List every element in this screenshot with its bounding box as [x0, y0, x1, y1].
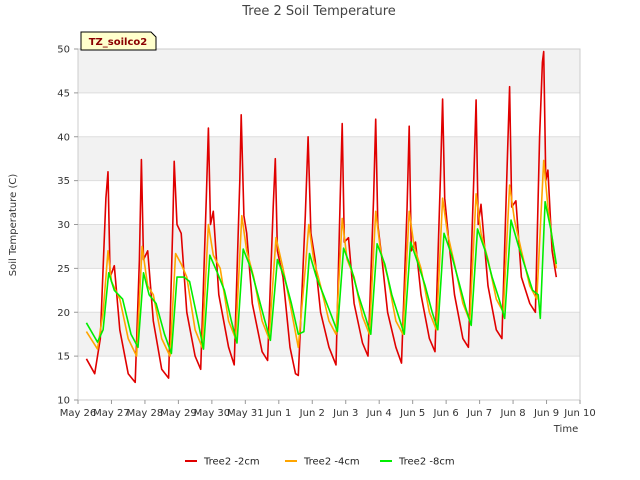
x-axis-label: Time	[553, 424, 578, 435]
x-tick-label: May 29	[160, 408, 197, 419]
legend-label: Tree2 -2cm	[203, 457, 260, 468]
y-tick-label: 35	[57, 176, 70, 187]
y-tick-label: 20	[57, 308, 70, 319]
y-tick-label: 10	[57, 396, 70, 407]
x-tick-label: Jun 6	[433, 408, 459, 419]
annotation-box: TZ_soilco2	[80, 31, 157, 51]
x-tick-label: Jun 2	[299, 408, 325, 419]
legend-label: Tree2 -8cm	[398, 457, 455, 468]
x-tick-label: Jun 9	[533, 408, 559, 419]
y-tick-label: 40	[57, 132, 70, 143]
legend: Tree2 -2cm Tree2 -4cm Tree2 -8cm	[185, 457, 455, 468]
x-tick-label: Jun 7	[466, 408, 492, 419]
x-tick-label: May 28	[127, 408, 164, 419]
plot-band	[78, 180, 580, 225]
x-tick-label: Jun 4	[366, 408, 392, 419]
plot-band	[78, 224, 580, 269]
x-tick-label: May 30	[194, 408, 231, 419]
y-tick-label: 45	[57, 88, 70, 99]
y-tick-label: 30	[57, 220, 70, 231]
x-tick-label: Jun 5	[399, 408, 425, 419]
x-tick-label: Jun 10	[563, 408, 596, 419]
x-tick-label: Jun 8	[499, 408, 525, 419]
chart-title: Tree 2 Soil Temperature	[241, 4, 396, 19]
y-tick-label: 50	[57, 45, 70, 56]
plot-band	[78, 49, 580, 93]
y-tick-label: 25	[57, 264, 70, 275]
annotation-text: TZ_soilco2	[89, 37, 148, 48]
series-lines	[85, 50, 558, 384]
series-line	[85, 200, 558, 355]
plot-band	[78, 92, 580, 137]
plot-band	[78, 136, 580, 181]
x-tick-label: May 26	[60, 408, 97, 419]
x-tick-label: Jun 1	[265, 408, 291, 419]
y-tick-label: 15	[57, 352, 70, 363]
y-axis: 10 15 20 25 30 35 40 45 50	[57, 45, 78, 407]
plot-area	[78, 49, 580, 400]
x-tick-label: Jun 3	[332, 408, 358, 419]
annotation-box-shape	[80, 31, 157, 51]
plot-band	[78, 356, 580, 400]
x-tick-label: May 27	[93, 408, 130, 419]
x-tick-label: May 31	[227, 408, 264, 419]
y-axis-label: Soil Temperature (C)	[8, 174, 19, 277]
series-line	[85, 50, 558, 384]
legend-label: Tree2 -4cm	[303, 457, 360, 468]
